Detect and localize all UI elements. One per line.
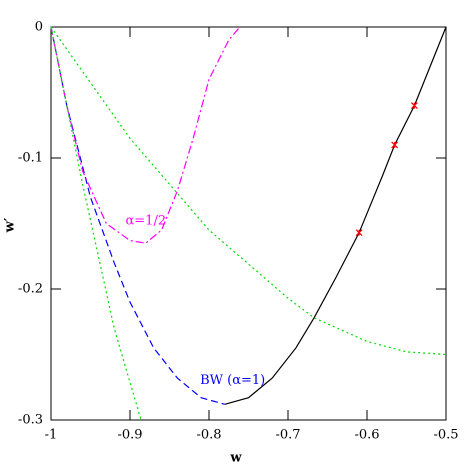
- curve: [50, 26, 447, 356]
- x-tick-label: -0.5: [433, 428, 458, 443]
- x-tick-label: -0.9: [117, 428, 142, 443]
- curve: [224, 26, 447, 405]
- y-tick-label: -0.1: [18, 151, 43, 166]
- annotation: α=1/2: [126, 213, 167, 228]
- x-tick-label: -0.7: [275, 428, 300, 443]
- curve: [50, 26, 241, 244]
- plot-frame: [50, 26, 447, 421]
- annotation: BW (α=1): [200, 373, 265, 388]
- x-tick-label: -0.8: [196, 428, 221, 443]
- y-tick-label: -0.2: [18, 282, 43, 297]
- x-tick-label: -0.6: [354, 428, 379, 443]
- x-axis-label: w: [229, 451, 242, 466]
- marker: [410, 102, 418, 110]
- curve: [50, 26, 225, 405]
- y-axis-label: w′: [3, 217, 18, 233]
- y-tick-label: 0: [35, 20, 43, 35]
- curve: [50, 26, 142, 421]
- y-tick-label: -0.3: [18, 413, 43, 428]
- marker: [391, 141, 399, 149]
- marker: [355, 229, 363, 237]
- x-tick-label: -1: [45, 428, 58, 443]
